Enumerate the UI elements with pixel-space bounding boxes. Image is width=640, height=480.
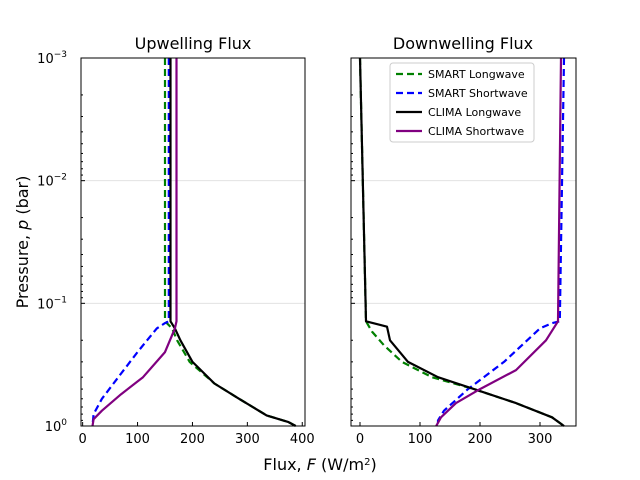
- x-axis-label-sup: 2: [364, 457, 370, 468]
- y-axis-label: Pressure, p (bar): [13, 176, 32, 309]
- legend: SMART Longwave SMART Shortwave CLIMA Longw…: [389, 62, 535, 143]
- x-tick-label: 200: [468, 432, 493, 447]
- series-line-smart-longwave: [163, 58, 297, 427]
- x-tick-label: 100: [408, 432, 433, 447]
- y-axis-label-main: Pressure,: [13, 230, 32, 309]
- x-axis-label-var: F: [307, 455, 317, 474]
- series-line-clima-longwave: [358, 57, 565, 427]
- y-tick-label: 10−3: [37, 50, 67, 67]
- upwelling-panel: Upwelling Flux 0 100 200 300 400 100 10−1 10−2…: [37, 34, 314, 447]
- legend-label: SMART Shortwave: [428, 87, 528, 100]
- series-line-clima-longwave: [169, 58, 297, 427]
- legend-box: [389, 62, 535, 143]
- downwelling-panel: Downwelling Flux 0 100 200 300 SMART Longwa…: [350, 34, 577, 447]
- downwelling-title: Downwelling Flux: [393, 34, 533, 53]
- series-line-clima-shortwave: [91, 58, 178, 427]
- x-tick-label: 200: [180, 432, 205, 447]
- upwelling-gridlines: [81, 180, 305, 304]
- downwelling-gridlines: [351, 180, 576, 304]
- y-tick-label: 10−1: [37, 295, 67, 312]
- upwelling-y-ticks: 100 10−1 10−2 10−3: [37, 50, 85, 435]
- y-tick-label: 10−2: [37, 173, 67, 190]
- series-line-clima-shortwave: [435, 57, 563, 427]
- x-axis-label: Flux, F (W/m2): [263, 455, 376, 474]
- x-tick-label: 0: [79, 432, 87, 447]
- series-line-smart-longwave: [358, 57, 565, 427]
- legend-label: SMART Longwave: [428, 68, 525, 81]
- series-line-smart-shortwave: [91, 58, 170, 427]
- x-tick-label: 0: [356, 432, 364, 447]
- upwelling-axes-frame: [80, 57, 306, 427]
- x-tick-label: 400: [290, 432, 315, 447]
- y-axis-label-var: p: [13, 220, 32, 231]
- downwelling-axes-frame: [350, 57, 577, 427]
- x-axis-label-main: Flux,: [263, 455, 306, 474]
- x-axis-label-unit: (W/m: [316, 455, 364, 474]
- x-tick-label: 300: [528, 432, 553, 447]
- upwelling-x-ticks: 0 100 200 300 400: [79, 422, 315, 447]
- legend-label: CLIMA Longwave: [428, 106, 521, 119]
- x-tick-label: 100: [125, 432, 150, 447]
- y-axis-label-unit: (bar): [13, 176, 32, 220]
- downwelling-y-ticks: [351, 57, 355, 427]
- x-tick-label: 300: [235, 432, 260, 447]
- legend-label: CLIMA Shortwave: [428, 125, 524, 138]
- upwelling-series: [91, 58, 297, 427]
- downwelling-x-ticks: 0 100 200 300: [356, 422, 553, 447]
- upwelling-title: Upwelling Flux: [135, 34, 252, 53]
- y-tick-label: 100: [45, 418, 68, 435]
- x-axis-label-close: ): [370, 455, 376, 474]
- downwelling-series: [358, 57, 566, 427]
